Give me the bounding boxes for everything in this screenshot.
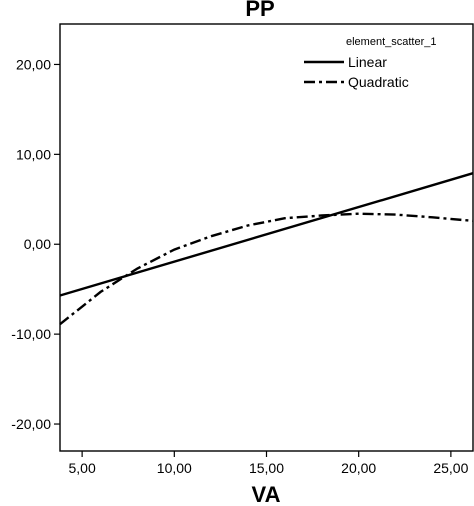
x-axis-title: VA (252, 482, 281, 506)
series-line-linear (59, 172, 474, 297)
x-tick-label: 20,00 (341, 460, 376, 476)
x-axis: 5,00 10,00 15,00 20,00 25,00 (69, 451, 469, 476)
legend-title: element_scatter_1 (346, 36, 437, 48)
chart-title: PP (245, 0, 274, 21)
legend-label-linear: Linear (348, 54, 387, 70)
y-tick-label: 20,00 (16, 56, 51, 72)
x-tick-label: 5,00 (69, 460, 96, 476)
y-tick-label: -10,00 (11, 326, 51, 342)
legend-label-quadratic: Quadratic (348, 74, 409, 90)
y-axis: -20,00 -10,00 0,00 10,00 20,00 (11, 56, 60, 432)
x-tick-label: 25,00 (433, 460, 468, 476)
y-tick-label: 10,00 (16, 146, 51, 162)
series-line-quadratic (59, 212, 474, 326)
y-tick-label: -20,00 (11, 416, 51, 432)
y-tick-label: 0,00 (24, 236, 51, 252)
plot-frame (59, 23, 474, 452)
legend: element_scatter_1 Linear Quadratic (304, 36, 437, 90)
series-layer (59, 172, 474, 326)
x-tick-label: 15,00 (249, 460, 284, 476)
x-tick-label: 10,00 (157, 460, 192, 476)
